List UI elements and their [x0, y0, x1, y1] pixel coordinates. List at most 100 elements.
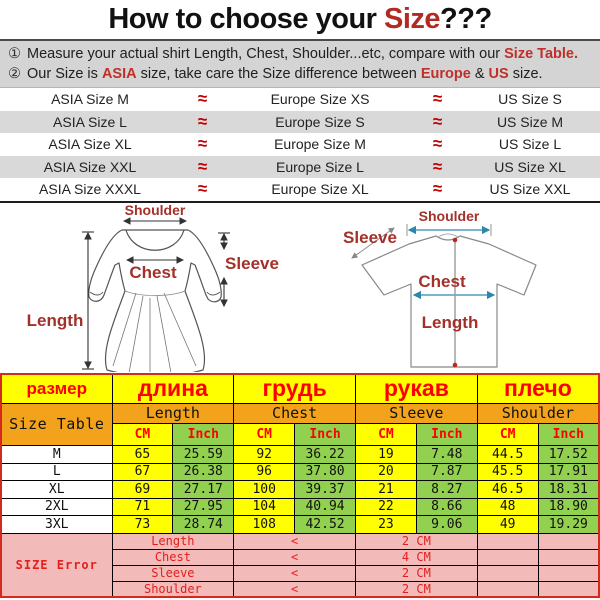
circled-two-icon: ②	[8, 66, 21, 82]
shoulder-inch: 18.90	[537, 497, 600, 516]
chest-inch: 40.94	[294, 497, 356, 516]
size-name: 3XL	[0, 515, 113, 534]
empty-cell	[537, 532, 600, 550]
size-error-row: Sleeve < 2 CM	[1, 564, 600, 582]
error-item: Length	[111, 532, 235, 550]
shoulder-inch: 17.91	[537, 462, 600, 481]
length-cm: 71	[111, 497, 174, 516]
europe-size: Europe Size XS	[270, 91, 370, 108]
header-sleeve: Sleeve	[355, 403, 478, 424]
europe-size: Europe Size XL	[271, 181, 369, 198]
unit-inch: Inch	[294, 423, 356, 446]
approx-icon: ≈	[432, 111, 443, 131]
conversion-row: ASIA Size XXL ≈ Europe Size L ≈ US Size …	[0, 155, 600, 178]
dress-diagram: Shoulder Chest Sleeve Length	[27, 203, 279, 372]
size-name: M	[0, 445, 113, 464]
size-row-l: L 67 26.38 96 37.80 20 7.87 45.5 17.91	[0, 462, 600, 481]
less-than-symbol: <	[233, 580, 356, 598]
unit-inch: Inch	[537, 423, 600, 446]
shoulder-cm: 44.5	[476, 445, 539, 464]
asia-size: ASIA Size L	[53, 113, 127, 130]
europe-size: Europe Size L	[276, 158, 364, 175]
approx-icon: ≈	[197, 134, 208, 154]
length-inch: 27.95	[172, 497, 235, 516]
less-than-symbol: <	[233, 564, 356, 582]
approx-icon: ≈	[197, 156, 208, 176]
tshirt-diagram: Shoulder Sleeve Chest Length	[343, 208, 537, 368]
us-size: US Size XL	[494, 158, 566, 175]
dress-pleats	[112, 292, 197, 372]
chest-cm: 100	[233, 480, 296, 499]
size-name: 2XL	[0, 497, 113, 516]
section-divider	[0, 200, 600, 203]
length-cm: 69	[111, 480, 174, 499]
conversion-row: ASIA Size XXXL ≈ Europe Size XL ≈ US Siz…	[0, 178, 600, 201]
less-than-symbol: <	[233, 532, 356, 550]
size-error-row: SIZE Error Length < 2 CM	[0, 532, 600, 598]
approx-icon: ≈	[197, 111, 208, 131]
unit-inch: Inch	[172, 423, 235, 446]
approx-icon: ≈	[197, 89, 208, 109]
instruction-1-text: Measure your actual shirt Length, Chest,…	[27, 46, 505, 62]
shoulder-inch: 19.29	[537, 515, 600, 534]
sleeve-inch: 8.27	[415, 480, 478, 499]
header-grud: грудь	[233, 373, 356, 404]
shoulder-cm: 48	[476, 497, 539, 516]
english-header-row: Size Table Length Chest Sleeve Shoulder	[0, 403, 600, 446]
size-name: XL	[0, 480, 113, 499]
size-table: размер длина грудь рукав плечо Size Tabl…	[0, 372, 600, 598]
conversion-row: ASIA Size M ≈ Europe Size XS ≈ US Size S	[0, 88, 600, 111]
empty-cell	[476, 532, 539, 550]
size-conversion-table: ASIA Size M ≈ Europe Size XS ≈ US Size S…	[0, 88, 600, 201]
dress-neckline	[125, 229, 185, 251]
instruction-2-us: US	[488, 66, 509, 82]
length-inch: 28.74	[172, 515, 235, 534]
size-error-label: SIZE Error	[0, 532, 113, 598]
sleeve-cm: 20	[355, 462, 417, 481]
size-row-2xl: 2XL 71 27.95 104 40.94 22 8.66 48 18.90	[0, 497, 600, 516]
sleeve-inch: 9.06	[415, 515, 478, 534]
error-value: 2 CM	[355, 580, 478, 598]
dress-sleeve-label: Sleeve	[225, 254, 279, 273]
us-size: US Size L	[498, 136, 562, 153]
shoulder-cm: 46.5	[476, 480, 539, 499]
shoulder-cm: 49	[476, 515, 539, 534]
chest-cm: 108	[233, 515, 296, 534]
size-table-corner: Size Table	[0, 403, 113, 446]
length-dot-top	[452, 237, 458, 242]
sleeve-measure-line	[351, 226, 395, 259]
sleeve-inch: 7.48	[415, 445, 478, 464]
unit-cm: CM	[355, 423, 417, 446]
shirt-shoulder-label: Shoulder	[419, 208, 480, 224]
length-cm: 67	[111, 462, 174, 481]
title-prefix: How to choose your	[108, 3, 384, 35]
unit-cm: CM	[476, 423, 539, 446]
asia-size: ASIA Size M	[51, 91, 129, 108]
approx-icon: ≈	[197, 179, 208, 199]
shoulder-inch: 17.52	[537, 445, 600, 464]
russian-header-row: размер длина грудь рукав плечо	[0, 373, 600, 404]
sleeve-inch: 8.66	[415, 497, 478, 516]
error-item: Chest	[111, 548, 235, 566]
approx-icon: ≈	[432, 89, 443, 109]
approx-icon: ≈	[432, 179, 443, 199]
title-suffix: ???	[440, 3, 492, 35]
dress-waist-line	[124, 290, 186, 296]
approx-icon: ≈	[432, 156, 443, 176]
instruction-2-text-d: size.	[508, 66, 543, 82]
length-inch: 26.38	[172, 462, 235, 481]
europe-size: Europe Size M	[274, 136, 366, 153]
us-size: US Size M	[496, 113, 564, 130]
title-highlight: Size	[384, 3, 441, 35]
approx-icon: ≈	[432, 134, 443, 154]
shoulder-cm: 45.5	[476, 462, 539, 481]
dress-outline	[88, 228, 222, 372]
circled-one-icon: ①	[8, 46, 21, 62]
sleeve-inch: 7.87	[415, 462, 478, 481]
chest-inch: 36.22	[294, 445, 356, 464]
instruction-2-asia: ASIA	[101, 66, 137, 82]
empty-cell	[537, 548, 600, 566]
shirt-length-label: Length	[422, 313, 479, 332]
tshirt-outline	[361, 234, 537, 368]
empty-cell	[537, 580, 600, 598]
